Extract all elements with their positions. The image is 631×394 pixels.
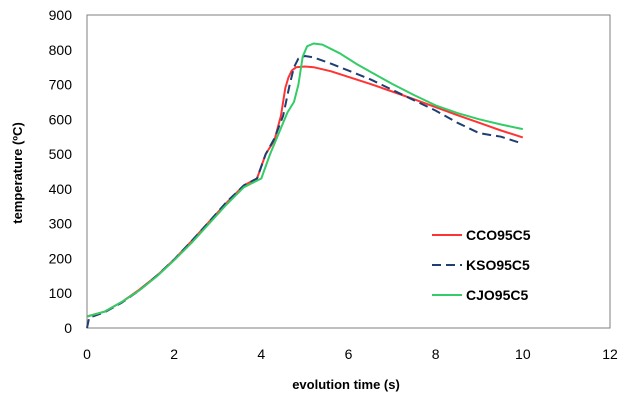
y-axis-title: temperature (ºC) [10, 122, 25, 224]
legend-label: CCO95C5 [466, 227, 531, 243]
x-tick-label: 0 [83, 346, 91, 362]
y-tick-label: 800 [49, 42, 73, 58]
legend: CCO95C5 KSO95C5 CJO95C5 [432, 227, 531, 303]
x-tick-label: 4 [257, 346, 265, 362]
x-tick-label: 2 [170, 346, 178, 362]
series-lines [86, 42, 524, 329]
y-tick-label: 700 [49, 77, 73, 93]
x-axis-ticks: 0 2 4 6 8 10 12 [83, 346, 618, 362]
y-tick-label: 500 [49, 146, 73, 162]
y-tick-label: 300 [49, 216, 73, 232]
x-tick-label: 6 [345, 346, 353, 362]
y-tick-label: 0 [64, 320, 72, 336]
plot-frame [86, 14, 611, 329]
y-tick-label: 900 [49, 7, 73, 23]
y-axis-ticks: 0 100 200 300 400 500 600 700 800 900 [49, 7, 73, 336]
y-tick-label: 100 [49, 285, 73, 301]
x-tick-label: 12 [602, 346, 618, 362]
x-tick-label: 8 [432, 346, 440, 362]
legend-label: CJO95C5 [466, 287, 528, 303]
series-line-cjo95c5 [86, 42, 524, 318]
y-tick-label: 400 [49, 181, 73, 197]
y-tick-label: 600 [49, 111, 73, 127]
x-tick-label: 10 [515, 346, 531, 362]
y-tick-label: 200 [49, 250, 73, 266]
series-line-kso95c5 [86, 55, 524, 329]
x-axis-title: evolution time (s) [292, 377, 400, 392]
legend-label: KSO95C5 [466, 257, 530, 273]
plot-area-border [86, 14, 611, 329]
